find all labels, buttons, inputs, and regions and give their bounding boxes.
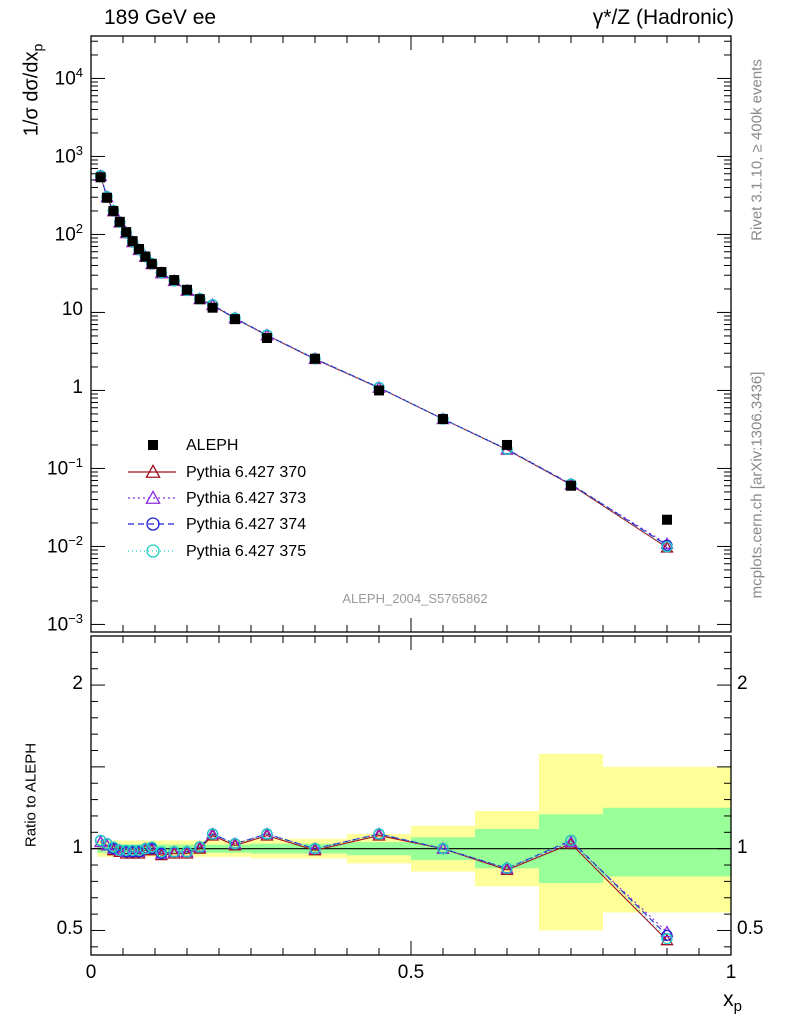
x-tick-label: 0 (85, 962, 97, 983)
y-tick-label-main: 102 (54, 221, 83, 246)
mc-point-ratio-p370 (167, 846, 181, 859)
data-point-aleph (262, 333, 272, 344)
data-point-aleph (146, 258, 157, 269)
legend-entry-pythia-370: Pythia 6.427 370 (186, 464, 307, 481)
data-point-aleph (230, 314, 240, 325)
mc-point-ratio-p370 (372, 828, 386, 841)
legend-entry-pythia-373: Pythia 6.427 373 (186, 490, 307, 507)
y-tick-label-ratio-right: 0.5 (737, 918, 764, 940)
data-point-aleph (102, 192, 112, 203)
data-point-aleph (438, 414, 448, 425)
mc-point-ratio-p375 (94, 834, 107, 847)
x-tick-label: 0.5 (397, 962, 425, 983)
mc-point-ratio-p375 (107, 841, 120, 853)
y-tick-label-ratio-right: 2 (737, 673, 748, 695)
data-point-aleph (156, 266, 167, 277)
mc-point-ratio-p370 (180, 846, 194, 859)
mc-point-ratio-p370 (205, 828, 220, 841)
mc-point-ratio-p375 (146, 841, 158, 853)
mc-point-ratio-p370 (260, 828, 274, 841)
data-point-aleph (566, 480, 576, 491)
mc-point-main-p375 (661, 541, 673, 553)
mc-point-ratio-p375 (155, 846, 168, 858)
mc-point-ratio-p375 (437, 843, 449, 855)
x-axis-label: xp (723, 988, 742, 1016)
mc-point-ratio-p375 (229, 838, 241, 850)
y-tick-label-main: 10−3 (47, 611, 83, 636)
y-tick-label-main: 104 (54, 65, 83, 90)
y-axis-label-main: 1/σ dσ/dxp (20, 43, 46, 137)
mc-point-ratio-p370 (193, 841, 207, 854)
data-point-aleph (662, 514, 672, 525)
legend-marker-p373 (145, 490, 161, 504)
mc-point-ratio-p375 (194, 841, 206, 853)
ratio-band-inner (603, 807, 731, 877)
data-point-aleph (140, 251, 151, 262)
mc-point-ratio-p374 (661, 929, 673, 942)
mc-point-ratio-p370 (308, 843, 322, 856)
side-mcplots-label: mcplots.cern.ch [arXiv:1306.3436] (748, 371, 766, 599)
mc-point-ratio-p375 (565, 834, 577, 847)
data-point-aleph (310, 353, 320, 364)
mc-point-ratio-p375 (133, 844, 145, 856)
mc-point-ratio-p370 (154, 848, 169, 861)
data-point-aleph (134, 244, 144, 255)
mc-point-ratio-p375 (101, 838, 113, 850)
legend-marker-p375 (146, 544, 160, 558)
mc-point-ratio-p375 (114, 844, 126, 856)
legend-marker-aleph (148, 440, 158, 450)
mc-point-ratio-p375 (261, 828, 273, 840)
mc-point-ratio-p375 (120, 844, 132, 856)
mc-point-ratio-p375 (309, 843, 321, 855)
y-axis-label-ratio: Ratio to ALEPH (22, 742, 40, 848)
legend-marker-p370 (145, 464, 161, 478)
mc-point-ratio-p370 (228, 838, 242, 851)
data-point-aleph (182, 284, 192, 295)
mc-point-ratio-p370 (564, 836, 578, 849)
y-tick-label-ratio-left: 2 (72, 673, 83, 695)
y-tick-label-main: 10−2 (47, 533, 83, 558)
y-tick-label-main: 10 (61, 299, 83, 321)
y-tick-label-ratio-left: 0.5 (56, 918, 83, 940)
data-point-aleph (127, 236, 138, 247)
mc-point-ratio-p375 (206, 828, 219, 840)
x-tick-label: 1 (725, 962, 737, 983)
mc-point-ratio-p375 (661, 932, 673, 945)
analysis-watermark: ALEPH_2004_S5765862 (342, 591, 488, 606)
y-tick-label-main: 10−1 (47, 455, 83, 480)
data-point-aleph (108, 205, 119, 216)
data-point-aleph (169, 275, 180, 286)
data-point-aleph (374, 385, 384, 396)
header-energy-label: 189 GeV ee (104, 6, 217, 29)
side-rivet-label: Rivet 3.1.10, ≥ 400k events (748, 59, 766, 241)
data-point-aleph (194, 294, 205, 305)
y-tick-label-ratio-left: 1 (72, 836, 83, 858)
data-point-aleph (207, 302, 218, 313)
y-tick-label-main: 103 (54, 143, 83, 168)
y-tick-label-ratio-right: 1 (737, 836, 748, 858)
data-point-aleph (114, 216, 125, 227)
legend-entry-pythia-375: Pythia 6.427 375 (186, 543, 307, 560)
header-process-label: γ*/Z (Hadronic) (592, 6, 734, 29)
mc-point-ratio-p375 (181, 846, 193, 858)
data-point-aleph (502, 439, 512, 450)
mc-point-ratio-p375 (139, 843, 152, 855)
legend-marker-p374 (146, 517, 160, 531)
series-line-main-p373 (100, 175, 668, 545)
mc-point-ratio-p375 (126, 844, 139, 856)
mc-point-ratio-p370 (500, 863, 514, 875)
y-tick-label-main: 1 (72, 377, 83, 399)
data-point-aleph (121, 227, 132, 238)
mc-point-ratio-p375 (168, 846, 180, 858)
legend-entry-pythia-374: Pythia 6.427 374 (186, 516, 307, 533)
mc-point-ratio-p373 (93, 835, 108, 848)
data-point-aleph (95, 172, 106, 183)
mc-point-ratio-p373 (564, 835, 578, 848)
mc-point-ratio-p375 (373, 828, 385, 840)
legend-entry-aleph: ALEPH (186, 437, 239, 454)
mc-point-ratio-p375 (501, 862, 513, 874)
